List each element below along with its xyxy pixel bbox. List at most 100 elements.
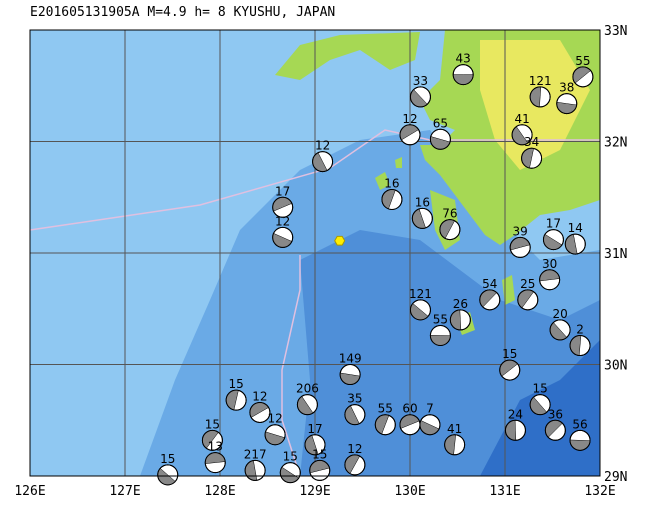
beachball-outline xyxy=(449,309,471,331)
depth-label: 206 xyxy=(296,382,319,396)
beachball: 65 xyxy=(429,116,451,150)
beachball-outline xyxy=(272,196,294,218)
beachball: 20 xyxy=(549,307,571,341)
beachball-outline xyxy=(244,459,266,481)
depth-label: 121 xyxy=(409,287,432,301)
beachball: 54 xyxy=(479,277,501,311)
beachball-outline xyxy=(296,394,318,416)
beachball-outline xyxy=(399,124,421,146)
beachball: 217 xyxy=(244,447,267,481)
depth-label: 33 xyxy=(413,74,428,88)
beachball: 206 xyxy=(296,382,319,416)
x-tick-label: 127E xyxy=(109,484,140,499)
beachball: 15 xyxy=(309,447,331,481)
beachball: 41 xyxy=(444,422,466,456)
beachball-outline xyxy=(409,299,431,321)
depth-label: 20 xyxy=(552,307,567,321)
epicenter xyxy=(334,235,346,246)
y-tick-label: 29N xyxy=(604,470,627,485)
depth-label: 14 xyxy=(568,221,583,235)
beachball-outline xyxy=(504,419,526,441)
beachball-outline xyxy=(249,401,271,423)
depth-label: 60 xyxy=(402,402,417,416)
beachball-outline xyxy=(409,86,431,108)
beachball-outline xyxy=(304,434,326,456)
x-tick-label: 128E xyxy=(204,484,235,499)
beachball: 12 xyxy=(399,112,421,146)
depth-label: 13 xyxy=(208,440,223,454)
beachball-outline xyxy=(312,151,334,173)
beachball: 55 xyxy=(572,54,594,88)
beachball: 15 xyxy=(225,377,247,411)
beachball: 56 xyxy=(569,417,591,451)
beachball-outline xyxy=(201,429,223,451)
depth-label: 15 xyxy=(283,450,298,464)
beachball-outline xyxy=(521,147,543,169)
beachball: 41 xyxy=(511,112,533,146)
beachball-outline xyxy=(429,325,451,347)
beachball-outline xyxy=(204,452,226,474)
depth-label: 35 xyxy=(347,392,362,406)
depth-label: 56 xyxy=(572,417,587,431)
beachball-outline xyxy=(549,319,571,341)
depth-label: 12 xyxy=(402,112,417,126)
depth-label: 25 xyxy=(520,277,535,291)
beachball-outline xyxy=(309,459,331,481)
beachball: 30 xyxy=(539,257,561,291)
beachball: 38 xyxy=(556,81,578,115)
depth-label: 43 xyxy=(456,52,471,66)
beachball: 15 xyxy=(499,347,521,381)
beachball: 12 xyxy=(264,412,286,446)
depth-label: 12 xyxy=(267,412,282,426)
beachball-outline xyxy=(479,289,501,311)
beachball: 12 xyxy=(312,139,334,173)
depth-label: 15 xyxy=(205,417,220,431)
beachball: 16 xyxy=(381,176,403,210)
depth-label: 7 xyxy=(426,402,434,416)
y-tick-label: 31N xyxy=(604,247,627,262)
beachball-outline xyxy=(339,364,361,386)
depth-label: 34 xyxy=(524,135,539,149)
beachball-outline xyxy=(225,389,247,411)
map-title: E201605131905A M=4.9 h= 8 KYUSHU, JAPAN xyxy=(30,5,335,20)
beachball: 60 xyxy=(399,402,421,436)
depth-label: 16 xyxy=(384,176,399,190)
beachball-outline xyxy=(569,429,591,451)
depth-label: 36 xyxy=(548,407,563,421)
x-tick-label: 126E xyxy=(14,484,45,499)
beachball: 12 xyxy=(249,389,271,423)
depth-label: 17 xyxy=(546,217,561,231)
beachball: 121 xyxy=(529,74,552,108)
depth-label: 38 xyxy=(559,81,574,95)
beachball: 15 xyxy=(279,450,301,484)
boundary xyxy=(281,255,301,477)
beachball: 55 xyxy=(374,402,396,436)
beachball: 17 xyxy=(542,217,564,251)
y-tick-label: 33N xyxy=(604,24,627,39)
depth-label: 76 xyxy=(442,207,457,221)
beachball-outline xyxy=(452,64,474,86)
beachball-outline xyxy=(157,464,179,486)
depth-label: 2 xyxy=(576,323,584,337)
depth-label: 17 xyxy=(275,184,290,198)
beachball: 12 xyxy=(344,442,366,476)
depth-label: 39 xyxy=(513,224,528,238)
beachball-outline xyxy=(529,394,551,416)
beachball-outline xyxy=(344,404,366,426)
beachball: 12 xyxy=(272,214,294,248)
beachball-outline xyxy=(499,359,521,381)
depth-label: 12 xyxy=(315,139,330,153)
beachball-outline xyxy=(517,289,539,311)
beachball: 25 xyxy=(517,277,539,311)
depth-label: 15 xyxy=(229,377,244,391)
beachball-outline xyxy=(429,128,451,150)
x-tick-label: 131E xyxy=(489,484,520,499)
beachball-outline xyxy=(344,454,366,476)
beachball: 39 xyxy=(509,224,531,258)
depth-label: 15 xyxy=(533,382,548,396)
depth-label: 65 xyxy=(433,116,448,130)
beachball-outline xyxy=(381,188,403,210)
beachball-outline xyxy=(439,219,461,241)
beachball-outline xyxy=(529,86,551,108)
